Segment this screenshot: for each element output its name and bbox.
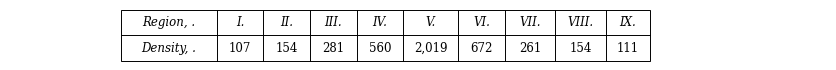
Text: 107: 107 (229, 42, 251, 55)
Text: VII.: VII. (519, 16, 541, 29)
Text: Density, .: Density, . (141, 42, 196, 55)
Text: Region, .: Region, . (142, 16, 195, 29)
Text: V.: V. (426, 16, 436, 29)
Text: 560: 560 (369, 42, 391, 55)
Text: II.: II. (280, 16, 293, 29)
Text: VIII.: VIII. (568, 16, 594, 29)
Text: III.: III. (324, 16, 342, 29)
Text: IX.: IX. (619, 16, 636, 29)
Text: VI.: VI. (473, 16, 490, 29)
Text: 672: 672 (471, 42, 492, 55)
Text: IV.: IV. (372, 16, 387, 29)
Text: 111: 111 (617, 42, 639, 55)
Text: 154: 154 (275, 42, 298, 55)
Text: 2,019: 2,019 (414, 42, 447, 55)
Text: 261: 261 (519, 42, 541, 55)
Text: 154: 154 (569, 42, 592, 55)
Text: 281: 281 (322, 42, 344, 55)
Text: I.: I. (236, 16, 244, 29)
